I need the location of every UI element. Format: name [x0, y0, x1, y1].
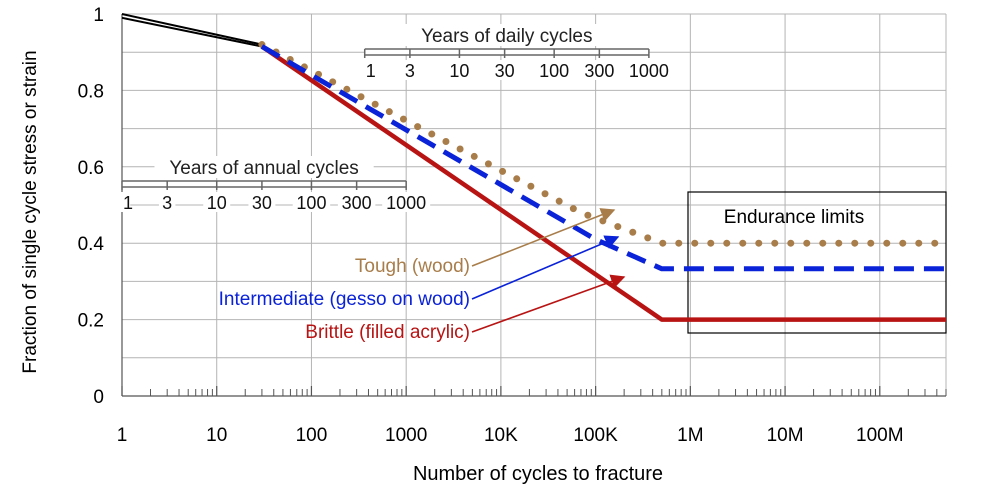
scale-label-bg [445, 60, 473, 80]
scale-label-bg [535, 60, 573, 80]
scale-title: Years of daily cycles [421, 26, 592, 47]
scale-label-bg [624, 60, 673, 80]
scale-tick-label: 1 [123, 193, 133, 213]
y-tick-label: 0.6 [78, 158, 104, 179]
x-tick-label: 10M [767, 425, 804, 446]
series-line-brittle [260, 44, 946, 322]
axes: 1 10 100 1000 10K 100K 1M 10M 100M 0 0.2 0.4 0.6 0.8 1 [78, 5, 947, 446]
series-labels: Tough (wood) Intermediate (gesso on wood)… [219, 208, 626, 343]
scale-tick-label: 3 [405, 61, 415, 81]
scale-label-bg [203, 192, 231, 212]
y-tick-label: 0 [93, 387, 104, 408]
series-line-tough [258, 41, 950, 247]
endurance-limits: Endurance limits [687, 191, 947, 334]
arrow-tough [471, 208, 616, 267]
scale-label-bg [580, 60, 619, 80]
initial-line-lower [121, 16, 263, 48]
y-tick-label: 0.4 [78, 234, 105, 255]
scale-label-bg [382, 192, 431, 212]
scale-label-bg [248, 192, 276, 212]
scale-tick-label: 300 [342, 193, 372, 213]
annual-cycles-scale: Years of annual cycles 1 3 10 30 100 300 1000 [113, 156, 431, 213]
y-tick-label: 0.2 [78, 311, 104, 332]
label-brittle: Brittle (filled acrylic) [305, 322, 470, 343]
x-tick-label: 100K [573, 425, 618, 446]
series-lines [121, 13, 950, 322]
x-tick-label: 1000 [385, 425, 427, 446]
scale-tick-label: 1 [366, 61, 376, 81]
scale-tick-label: 3 [162, 193, 172, 213]
endurance-box [687, 191, 947, 334]
scale-bar-fill [364, 49, 649, 55]
arrow-brittle [471, 274, 626, 333]
x-tick-label: 1M [677, 425, 703, 446]
x-tick-label: 100M [856, 425, 904, 446]
scale-tick-label: 30 [495, 61, 515, 81]
y-tick-label: 1 [93, 5, 104, 26]
y-tick-label: 0.8 [78, 81, 104, 102]
x-axis-label: Number of cycles to fracture [413, 463, 663, 485]
scale-tick-label: 10 [207, 193, 227, 213]
x-tick-label: 1 [117, 425, 128, 446]
label-intermediate: Intermediate (gesso on wood) [219, 289, 470, 310]
series-line-intermediate [260, 44, 946, 272]
scale-label-bg [401, 60, 419, 80]
initial-line-upper [121, 13, 263, 46]
x-tick-label: 10 [206, 425, 227, 446]
x-tick-label: 100 [296, 425, 328, 446]
scale-tick-label: 100 [539, 61, 569, 81]
scale-tick-label: 100 [296, 193, 326, 213]
scale-tick-label: 1000 [629, 61, 669, 81]
scale-tick-label: 10 [449, 61, 469, 81]
scale-label-bg [292, 192, 331, 212]
arrow-intermediate [471, 235, 620, 300]
scale-label-bg [337, 192, 376, 212]
scale-label-bg [158, 192, 176, 212]
initial-segment [121, 13, 263, 48]
label-tough: Tough (wood) [355, 256, 470, 277]
scale-title-bg [154, 156, 374, 178]
scale-label-bg [491, 60, 519, 80]
scale-title: Years of annual cycles [169, 158, 358, 179]
daily-cycles-scale: Years of daily cycles 1 3 10 30 100 300 1000 [356, 24, 673, 81]
scale-label-bg [113, 192, 131, 212]
scale-tick-label: 30 [252, 193, 272, 213]
scale-tick-label: 300 [584, 61, 614, 81]
x-tick-label: 10K [484, 425, 518, 446]
scale-title-bg [401, 24, 612, 46]
scale-tick-label: 1000 [386, 193, 426, 213]
scale-label-bg [356, 60, 373, 80]
y-axis-label: Fraction of single cycle stress or strai… [20, 50, 41, 373]
endurance-label: Endurance limits [724, 207, 864, 228]
scale-bar-fill [122, 181, 407, 187]
